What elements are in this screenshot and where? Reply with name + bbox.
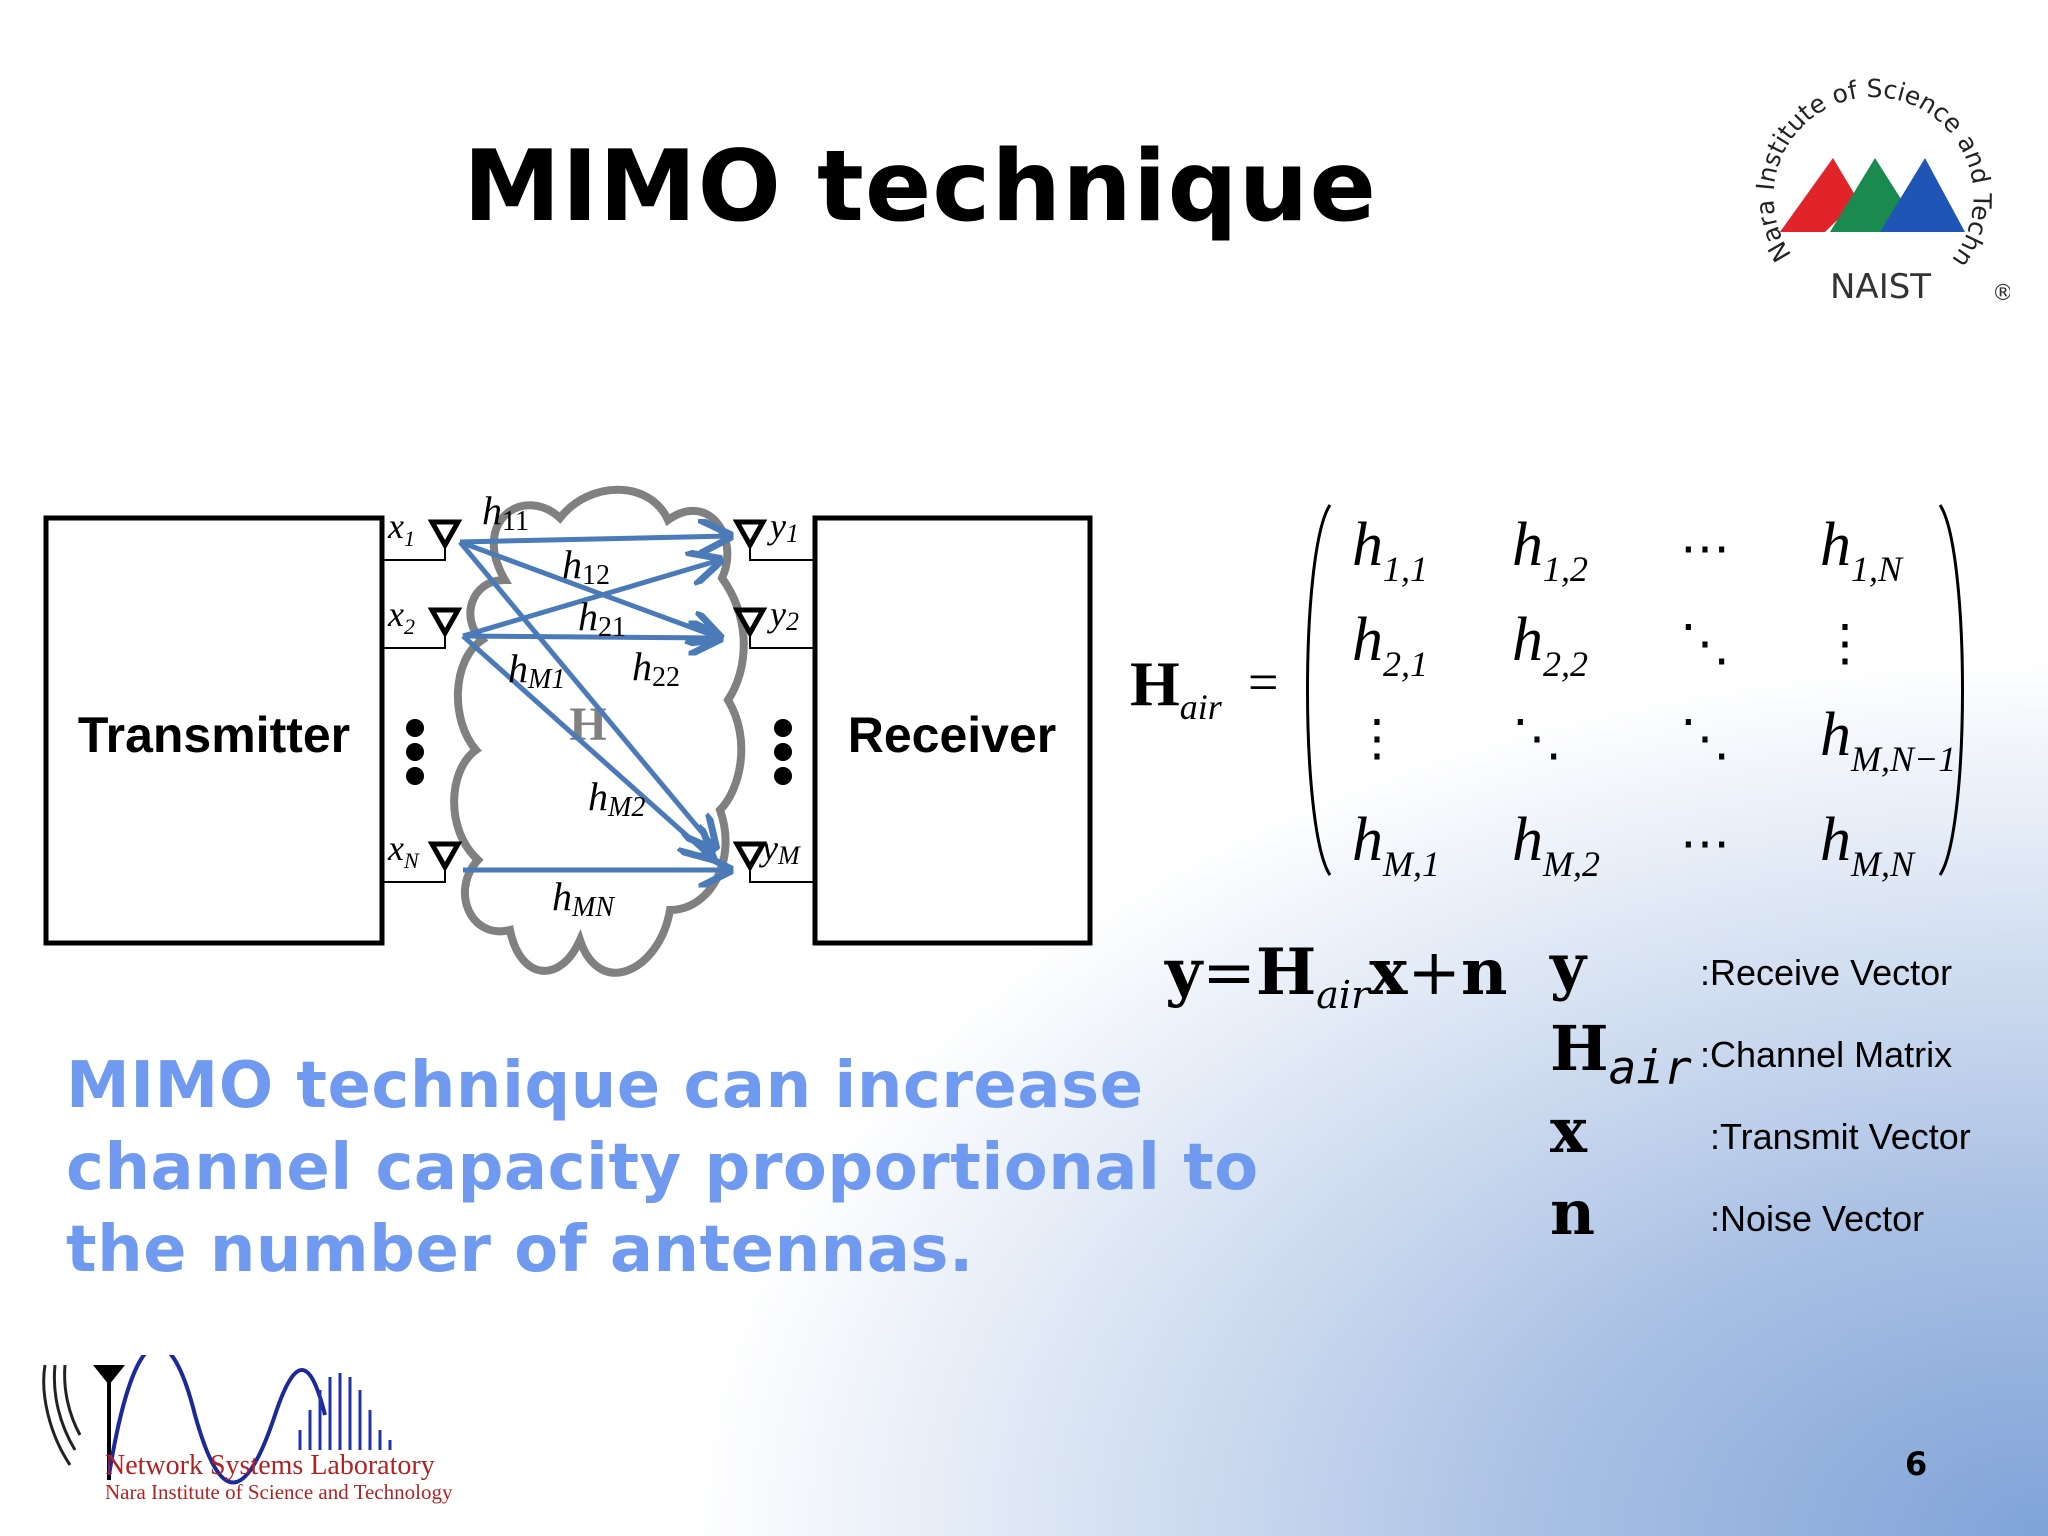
matrix-cell: ⋱ xyxy=(1680,615,1730,671)
naist-ring-text: Nara Institute of Science and Technology xyxy=(1730,50,1997,273)
naist-blue-peak xyxy=(1880,158,1965,232)
legend-row: x :Transmit Vector xyxy=(1550,1094,2030,1174)
legend-row: n :Noise Vector xyxy=(1550,1176,2030,1256)
path-arrow-h22 xyxy=(462,636,720,638)
legend-row: Hair :Channel Matrix xyxy=(1550,1012,2030,1095)
receiver-label: Receiver xyxy=(848,707,1057,763)
tx-antenna-2-icon xyxy=(427,607,463,639)
transmitter-box xyxy=(43,515,385,946)
matrix-cell: h1,N xyxy=(1820,511,1904,589)
rx-label-2: y2 xyxy=(767,594,799,636)
naist-wordmark: NAIST xyxy=(1830,267,1931,307)
legend-symbol: Hair xyxy=(1550,1012,1692,1095)
path-label-h21: h21 xyxy=(578,594,626,643)
lab-wave-icon xyxy=(107,1355,327,1485)
tx-label-1: x1 xyxy=(387,506,415,551)
matrix-cell: ⋮ xyxy=(1352,710,1402,766)
slide-title: MIMO technique xyxy=(463,130,1377,244)
path-arrow-h21 xyxy=(459,539,720,638)
tx-antenna-n-icon xyxy=(427,841,463,873)
legend-row: y :Receive Vector xyxy=(1550,930,2030,1010)
matrix-cell: hM,N−1 xyxy=(1820,701,1956,779)
legend-desc: :Noise Vector xyxy=(1710,1198,1925,1239)
lab-spectrum-icon xyxy=(298,1373,392,1450)
matrix-cell: h1,1 xyxy=(1352,511,1428,589)
naist-registered-mark: ® xyxy=(1992,281,2010,306)
matrix-equals: = xyxy=(1248,652,1278,712)
channel-cloud xyxy=(450,485,748,977)
path-label-hm2: hM2 xyxy=(588,774,645,823)
legend-symbol: x xyxy=(1550,1094,1587,1167)
path-label-hm1: hM1 xyxy=(508,646,565,695)
network-systems-lab-logo xyxy=(42,1355,392,1485)
path-arrow-hm2 xyxy=(461,634,712,858)
path-label-h12: h12 xyxy=(562,542,610,591)
lab-antenna-icon xyxy=(93,1365,125,1385)
tx-antenna-1-icon xyxy=(427,519,463,551)
channel-matrix: Hair = h1,1 h1,2 ⋯ h1,N h2,1 h2,2 ⋱ ⋮ ⋮ ⋱ ⋱ hM,N−1 h… xyxy=(1130,504,1964,884)
mimo-diagram: Transmitter Receiver H x1 xyxy=(43,485,1093,977)
matrix-cell: ⋯ xyxy=(1680,520,1730,576)
claim-text: MIMO technique can increase channel capa… xyxy=(66,1045,1366,1291)
claim-line: channel capacity proportional to xyxy=(66,1131,1259,1205)
tx-label-n: xN xyxy=(387,828,420,873)
matrix-cell: ⋱ xyxy=(1680,710,1730,766)
matrix-cell: h1,2 xyxy=(1512,511,1588,589)
receiver-box xyxy=(812,515,1093,946)
page-number: 6 xyxy=(1905,1445,1928,1483)
path-label-h11: h11 xyxy=(482,488,529,537)
matrix-cell: hM,1 xyxy=(1352,806,1440,884)
claim-line: MIMO technique can increase xyxy=(66,1049,1144,1123)
rx-antenna-2-icon xyxy=(732,607,768,639)
legend-desc: :Transmit Vector xyxy=(1710,1116,1971,1157)
path-arrow-h12 xyxy=(462,560,720,639)
rx-antenna-1-icon xyxy=(732,519,768,551)
tx-label-2: x2 xyxy=(387,594,415,639)
legend-desc: :Receive Vector xyxy=(1700,952,1953,993)
matrix-cell: h2,2 xyxy=(1512,606,1588,684)
channel-label: H xyxy=(569,698,606,751)
rx-ellipsis-dots xyxy=(774,719,792,785)
legend-symbol: y xyxy=(1550,930,1587,1003)
matrix-cell: hM,N xyxy=(1820,806,1916,884)
antenna-waves-icon xyxy=(42,1364,82,1466)
rx-label-m: yM xyxy=(759,828,801,870)
matrix-cell: ⋱ xyxy=(1512,710,1562,766)
path-arrow-h11 xyxy=(459,536,730,542)
lab-institute: Nara Institute of Science and Technology xyxy=(105,1480,453,1504)
legend-symbol: n xyxy=(1550,1176,1596,1249)
naist-green-peak xyxy=(1830,158,1908,232)
naist-logo: Nara Institute of Science and Technology… xyxy=(1730,50,2010,307)
rx-antenna-m-icon xyxy=(732,841,768,873)
matrix-cell: hM,2 xyxy=(1512,806,1600,884)
path-arrow-hm1 xyxy=(458,540,715,848)
rx-label-1: y1 xyxy=(767,506,799,548)
claim-line: the number of antennas. xyxy=(66,1213,974,1287)
matrix-cell: ⋯ xyxy=(1680,815,1730,871)
transmitter-label: Transmitter xyxy=(78,707,350,763)
matrix-lhs: Hair xyxy=(1130,648,1223,727)
lab-name: Network Systems Laboratory xyxy=(105,1450,435,1481)
path-label-hmn: hMN xyxy=(552,874,615,923)
legend-desc: :Channel Matrix xyxy=(1700,1034,1953,1075)
naist-red-peak xyxy=(1780,158,1858,232)
system-equation: y=Hairx+n xyxy=(1165,935,1508,1017)
matrix-right-paren xyxy=(1938,504,1964,876)
path-label-h22: h22 xyxy=(632,644,680,693)
tx-ellipsis-dots xyxy=(406,719,424,785)
matrix-cell: ⋮ xyxy=(1820,615,1870,671)
matrix-left-paren xyxy=(1306,504,1332,876)
matrix-cell: h2,1 xyxy=(1352,606,1428,684)
